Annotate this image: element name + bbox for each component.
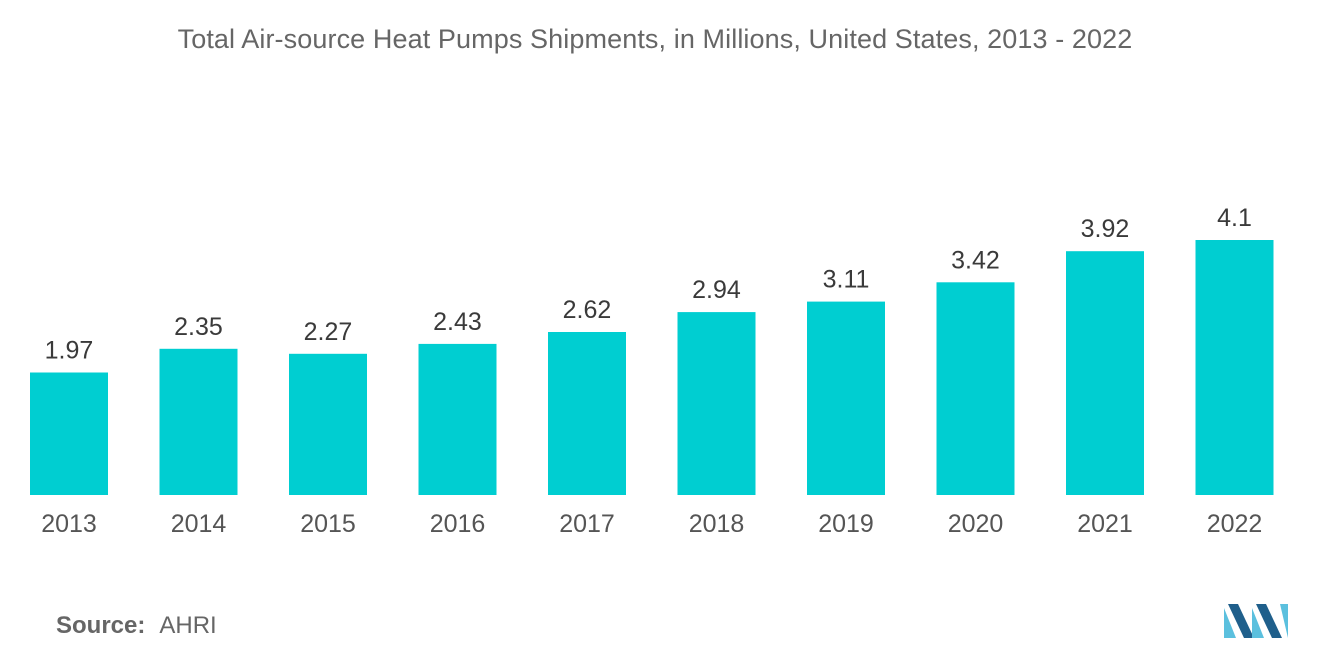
bar-2020 (936, 282, 1015, 495)
bar-2017 (548, 332, 626, 495)
value-label-2018: 2.94 (692, 276, 741, 304)
source-label: Source: (56, 612, 146, 639)
bar-2013 (30, 372, 108, 495)
source-note: Source: AHRI (56, 612, 217, 640)
bar-2018 (677, 312, 756, 495)
value-label-2014: 2.35 (174, 313, 223, 341)
x-tick-label-2018: 2018 (689, 510, 745, 538)
chart-title: Total Air-source Heat Pumps Shipments, i… (177, 24, 1133, 54)
value-label-2021: 3.92 (1081, 215, 1130, 243)
bar-2022 (1195, 240, 1274, 495)
x-tick-label-2021: 2021 (1077, 510, 1133, 538)
value-label-2020: 3.42 (951, 246, 1000, 274)
x-axis-ticks: 2013 2014 2015 2016 2017 2018 2019 2020 2021 2022 (41, 510, 1262, 538)
source-value: AHRI (159, 612, 217, 639)
bar-2019 (807, 301, 885, 495)
x-tick-label-2015: 2015 (300, 510, 356, 538)
x-tick-label-2017: 2017 (559, 510, 615, 538)
bar-2014 (159, 348, 238, 495)
value-label-2015: 2.27 (304, 318, 353, 346)
value-labels-group: 1.97 2.35 2.27 2.43 2.62 2.94 3.11 3.42 3.92 4.1 (45, 204, 1252, 365)
value-label-2022: 4.1 (1217, 204, 1252, 232)
value-label-2019: 3.11 (823, 266, 870, 294)
value-label-2017: 2.62 (563, 296, 612, 324)
value-label-2013: 1.97 (45, 337, 94, 365)
bar-2021 (1066, 251, 1144, 495)
bars-group (30, 240, 1274, 495)
bar-2016 (418, 343, 497, 495)
x-tick-label-2016: 2016 (430, 510, 486, 538)
x-tick-label-2019: 2019 (818, 510, 874, 538)
x-tick-label-2020: 2020 (948, 510, 1004, 538)
bar-2015 (289, 353, 367, 495)
x-tick-label-2014: 2014 (171, 510, 227, 538)
mordor-intelligence-logo-icon (1224, 604, 1288, 638)
value-label-2016: 2.43 (433, 308, 482, 336)
x-tick-label-2013: 2013 (41, 510, 97, 538)
bar-chart: 1.972.35 2.27 2.43 2.622.94 3.113.423.92 4.1 … (30, 204, 1274, 538)
x-tick-label-2022: 2022 (1207, 510, 1263, 538)
